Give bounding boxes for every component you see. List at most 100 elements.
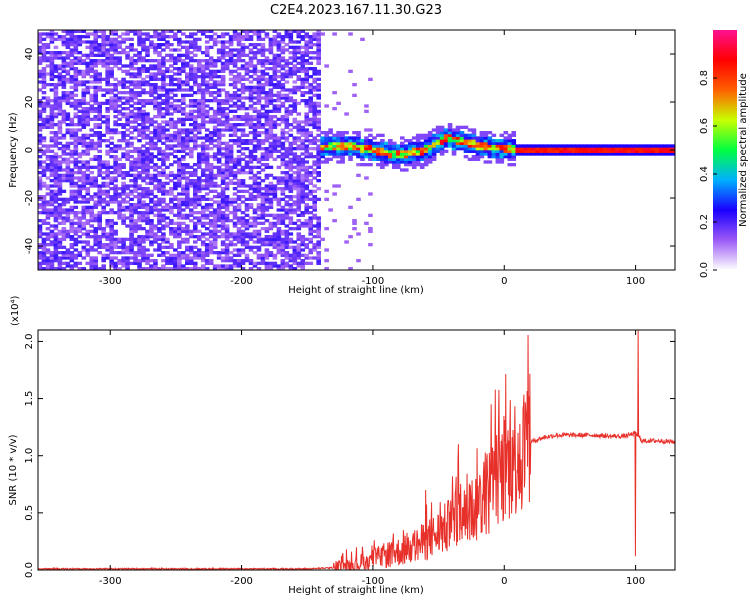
- heatmap-cell: [177, 221, 182, 225]
- heatmap-cell: [121, 48, 126, 52]
- heatmap-cell: [292, 152, 298, 156]
- heatmap-cell: [200, 107, 206, 111]
- heatmap-cell: [288, 88, 294, 92]
- heatmap-cell: [240, 67, 246, 71]
- heatmap-cell: [248, 232, 254, 236]
- heatmap-cell: [208, 147, 214, 151]
- heatmap-cell: [185, 131, 190, 135]
- heatmap-cell: [137, 139, 142, 143]
- heatmap-cell: [41, 117, 47, 121]
- heatmap-cell: [101, 77, 106, 81]
- heatmap-cell: [117, 267, 122, 270]
- heatmap-cell: [316, 163, 321, 167]
- heatmap-cell: [463, 125, 469, 129]
- heatmap-cell: [105, 184, 110, 188]
- heatmap-cell: [220, 213, 226, 217]
- heatmap-cell: [292, 117, 298, 121]
- heatmap-cell: [324, 133, 329, 137]
- heatmap-cell: [101, 171, 106, 175]
- heatmap-cell: [57, 99, 63, 103]
- heatmap-cell: [149, 227, 154, 231]
- heatmap-cell: [443, 128, 449, 132]
- heatmap-cell: [73, 69, 79, 73]
- heatmap-cell: [105, 248, 110, 252]
- heatmap-cell: [244, 107, 250, 111]
- heatmap-cell: [196, 200, 202, 204]
- heatmap-cell: [559, 144, 564, 148]
- heatmap-cell: [145, 141, 150, 145]
- heatmap-cell: [89, 248, 95, 252]
- heatmap-cell: [145, 83, 150, 87]
- heatmap-cell: [216, 75, 222, 79]
- heatmap-cell: [149, 45, 154, 49]
- heatmap-cell: [260, 30, 266, 33]
- heatmap-cell: [49, 197, 55, 201]
- heatmap-cell: [105, 144, 110, 148]
- heatmap-cell: [133, 163, 138, 167]
- heatmap-cell: [411, 136, 417, 140]
- heatmap-cell: [101, 253, 106, 257]
- heatmap-cell: [284, 125, 290, 129]
- heatmap-cell: [165, 75, 170, 79]
- heatmap-cell: [276, 179, 282, 183]
- heatmap-cell: [212, 243, 218, 247]
- heatmap-cell: [38, 101, 43, 105]
- heatmap-cell: [411, 157, 417, 161]
- heatmap-cell: [388, 152, 393, 156]
- heatmap-cell: [125, 80, 130, 84]
- heatmap-cell: [53, 192, 59, 196]
- heatmap-cell: [220, 200, 226, 204]
- heatmap-cell: [284, 147, 290, 151]
- heatmap-cell: [38, 181, 43, 185]
- heatmap-cell: [61, 75, 67, 79]
- heatmap-cell: [69, 48, 75, 52]
- heatmap-cell: [427, 141, 433, 145]
- heatmap-cell: [165, 104, 170, 108]
- heatmap-cell: [423, 147, 429, 151]
- heatmap-cell: [547, 144, 552, 148]
- heatmap-cell: [188, 147, 194, 151]
- heatmap-cell: [85, 69, 91, 73]
- heatmap-cell: [352, 141, 357, 145]
- heatmap-cell: [296, 184, 302, 188]
- heatmap-cell: [181, 157, 186, 161]
- heatmap-cell: [177, 139, 182, 143]
- heatmap-cell: [133, 67, 138, 71]
- heatmap-cell: [483, 152, 489, 156]
- heatmap-cell: [38, 80, 43, 84]
- heatmap-cell: [93, 101, 99, 105]
- heatmap-cell: [45, 187, 51, 191]
- heatmap-cell: [212, 115, 218, 119]
- heatmap-cell: [129, 168, 134, 172]
- heatmap-cell: [161, 184, 166, 188]
- heatmap-cell: [268, 192, 274, 196]
- heatmap-cell: [618, 149, 624, 153]
- heatmap-cell: [264, 157, 270, 161]
- heatmap-cell: [276, 197, 282, 201]
- heatmap-cell: [53, 243, 59, 247]
- heatmap-cell: [129, 163, 134, 167]
- heatmap-cell: [511, 163, 517, 167]
- heatmap-cell: [232, 35, 238, 39]
- heatmap-cell: [169, 245, 174, 249]
- heatmap-cell: [181, 112, 186, 116]
- heatmap-cell: [133, 205, 138, 209]
- heatmap-cell: [185, 104, 190, 108]
- heatmap-cell: [97, 133, 102, 137]
- heatmap-cell: [38, 243, 43, 247]
- heatmap-cell: [81, 91, 87, 95]
- heatmap-cell: [316, 112, 321, 116]
- heatmap-cell: [196, 155, 202, 159]
- heatmap-cell: [328, 152, 333, 156]
- heatmap-cell: [479, 147, 485, 151]
- heatmap-cell: [232, 216, 238, 220]
- heatmap-cell: [256, 30, 262, 33]
- heatmap-cell: [220, 256, 226, 260]
- heatmap-cell: [232, 48, 238, 52]
- heatmap-cell: [73, 80, 79, 84]
- heatmap-cell: [181, 141, 186, 145]
- heatmap-cell: [364, 147, 369, 151]
- heatmap-cell: [248, 107, 254, 111]
- heatmap-cell: [121, 32, 126, 36]
- heatmap-cell: [316, 171, 321, 175]
